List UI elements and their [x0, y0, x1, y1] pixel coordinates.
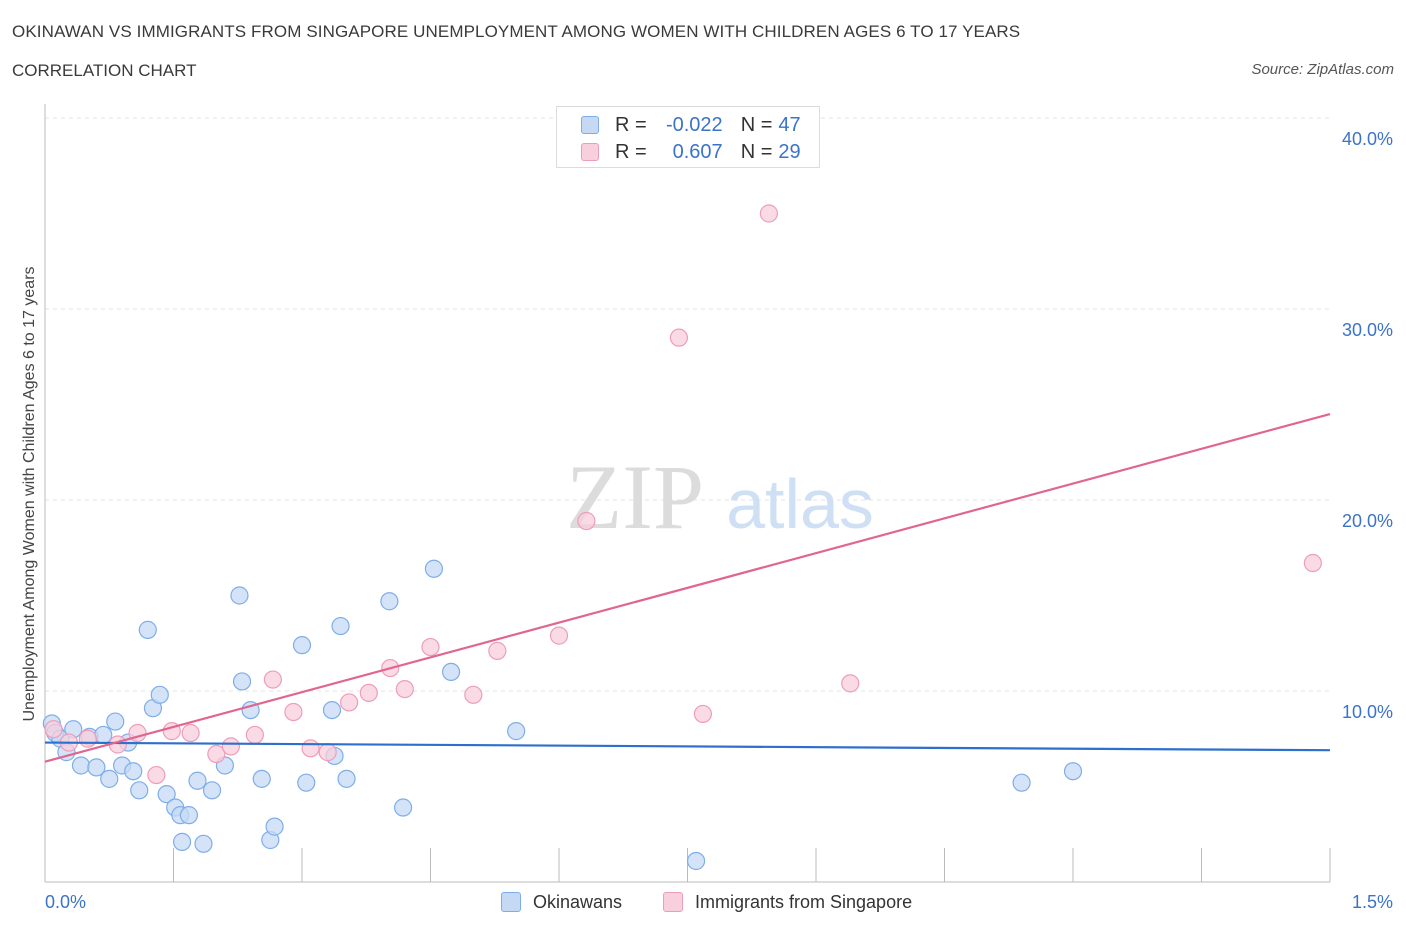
x-tick-label: 1.5%: [1352, 892, 1393, 912]
singapore-point: [395, 679, 414, 699]
okinawan-point: [130, 781, 149, 800]
okinawan-point: [424, 559, 444, 578]
watermark-zip: ZIP: [566, 446, 704, 548]
n-value: 47: [778, 113, 801, 136]
okinawan-point: [322, 700, 342, 720]
legend-label: Immigrants from Singapore: [695, 891, 913, 912]
tick-labels: 10.0% 20.0% 30.0% 40.0% 0.0% 1.5%: [45, 129, 1393, 912]
blue-swatch: [581, 116, 599, 134]
y-tick-label: 10.0%: [1342, 702, 1393, 722]
okinawan-point: [686, 851, 706, 871]
gridlines: [45, 117, 1330, 692]
x-tick-label: 0.0%: [45, 892, 86, 912]
r-label: R =: [615, 113, 647, 136]
singapore-point: [549, 626, 569, 645]
legend-row-singapore: R = 0.607 N = 29: [581, 141, 801, 163]
y-tick-label: 40.0%: [1342, 129, 1393, 149]
okinawan-point: [1063, 762, 1083, 781]
singapore-point: [464, 685, 483, 704]
chart-title: OKINAWAN VS IMMIGRANTS FROM SINGAPORE UN…: [12, 22, 1021, 41]
singapore-point: [359, 683, 378, 703]
singapore-point: [318, 743, 337, 762]
singapore-point: [147, 765, 166, 785]
r-value: 0.607: [672, 140, 723, 163]
okinawan-point: [106, 712, 125, 731]
okinawan-point: [87, 758, 106, 777]
okinawan-point: [252, 769, 271, 788]
r-value: -0.022: [665, 113, 723, 136]
pink-swatch: [663, 892, 683, 912]
okinawan-point: [380, 592, 399, 611]
okinawan-point: [297, 773, 316, 792]
singapore-point: [221, 737, 240, 756]
r-label: R =: [615, 140, 647, 163]
okinawan-point: [172, 832, 192, 851]
okinawan-point: [1012, 773, 1031, 792]
singapore-point: [44, 720, 63, 739]
okinawan-point: [157, 785, 176, 804]
singapore-point: [245, 725, 264, 745]
correlation-legend: R = -0.022 N = 47 R = 0.607 N = 29: [556, 106, 820, 168]
watermark-atlas: atlas: [726, 465, 874, 543]
okinawan-point: [265, 817, 284, 836]
okinawan-point: [124, 762, 143, 781]
legend-label: Okinawans: [533, 891, 623, 912]
singapore-point: [488, 641, 507, 660]
okinawan-point: [331, 616, 350, 636]
okinawan-point: [150, 685, 169, 704]
blue-swatch: [501, 892, 521, 912]
okinawan-point: [100, 769, 119, 788]
singapore-point: [181, 723, 200, 743]
okinawan-point: [71, 756, 91, 775]
singapore-point: [759, 204, 778, 223]
okinawan-point: [441, 662, 461, 682]
axes: [44, 104, 1331, 883]
okinawan-point: [337, 769, 356, 788]
singapore-point: [577, 511, 596, 531]
okinawan-point: [393, 798, 413, 817]
singapore-point: [421, 637, 440, 657]
okinawan-point: [179, 806, 199, 825]
singapore-point: [301, 739, 320, 758]
okinawan-point: [230, 586, 249, 605]
okinawan-point: [94, 725, 113, 745]
legend-item-okinawans: Okinawans: [501, 890, 622, 914]
data-points: [42, 204, 1322, 871]
singapore-point: [78, 729, 97, 748]
singapore-point: [669, 328, 689, 347]
legend-item-singapore: Immigrants from Singapore: [663, 890, 912, 914]
singapore-point: [1303, 553, 1322, 573]
pink-swatch: [581, 143, 599, 161]
okinawan-trend-line: [44, 741, 1331, 752]
n-label: N =: [740, 113, 773, 136]
y-tick-label: 20.0%: [1342, 511, 1393, 531]
okinawan-point: [202, 781, 222, 800]
singapore-point: [284, 702, 303, 722]
trend-lines: [44, 412, 1331, 763]
okinawan-point: [188, 771, 207, 790]
okinawan-point: [194, 834, 213, 853]
okinawan-point: [292, 636, 312, 655]
singapore-point: [207, 744, 226, 764]
singapore-trend-line: [44, 412, 1331, 763]
okinawan-point: [138, 620, 157, 639]
okinawan-point: [507, 722, 526, 741]
chart-subtitle: CORRELATION CHART: [12, 61, 197, 80]
y-tick-label: 30.0%: [1342, 320, 1393, 340]
okinawan-point: [232, 672, 252, 691]
singapore-point: [693, 704, 713, 724]
singapore-point: [841, 674, 860, 693]
n-label: N =: [740, 140, 773, 163]
legend-row-okinawans: R = -0.022 N = 47: [581, 114, 801, 136]
singapore-point: [263, 670, 282, 689]
source-credit: Source: ZipAtlas.com: [1251, 61, 1394, 78]
singapore-point: [340, 693, 359, 712]
n-value: 29: [778, 140, 801, 163]
